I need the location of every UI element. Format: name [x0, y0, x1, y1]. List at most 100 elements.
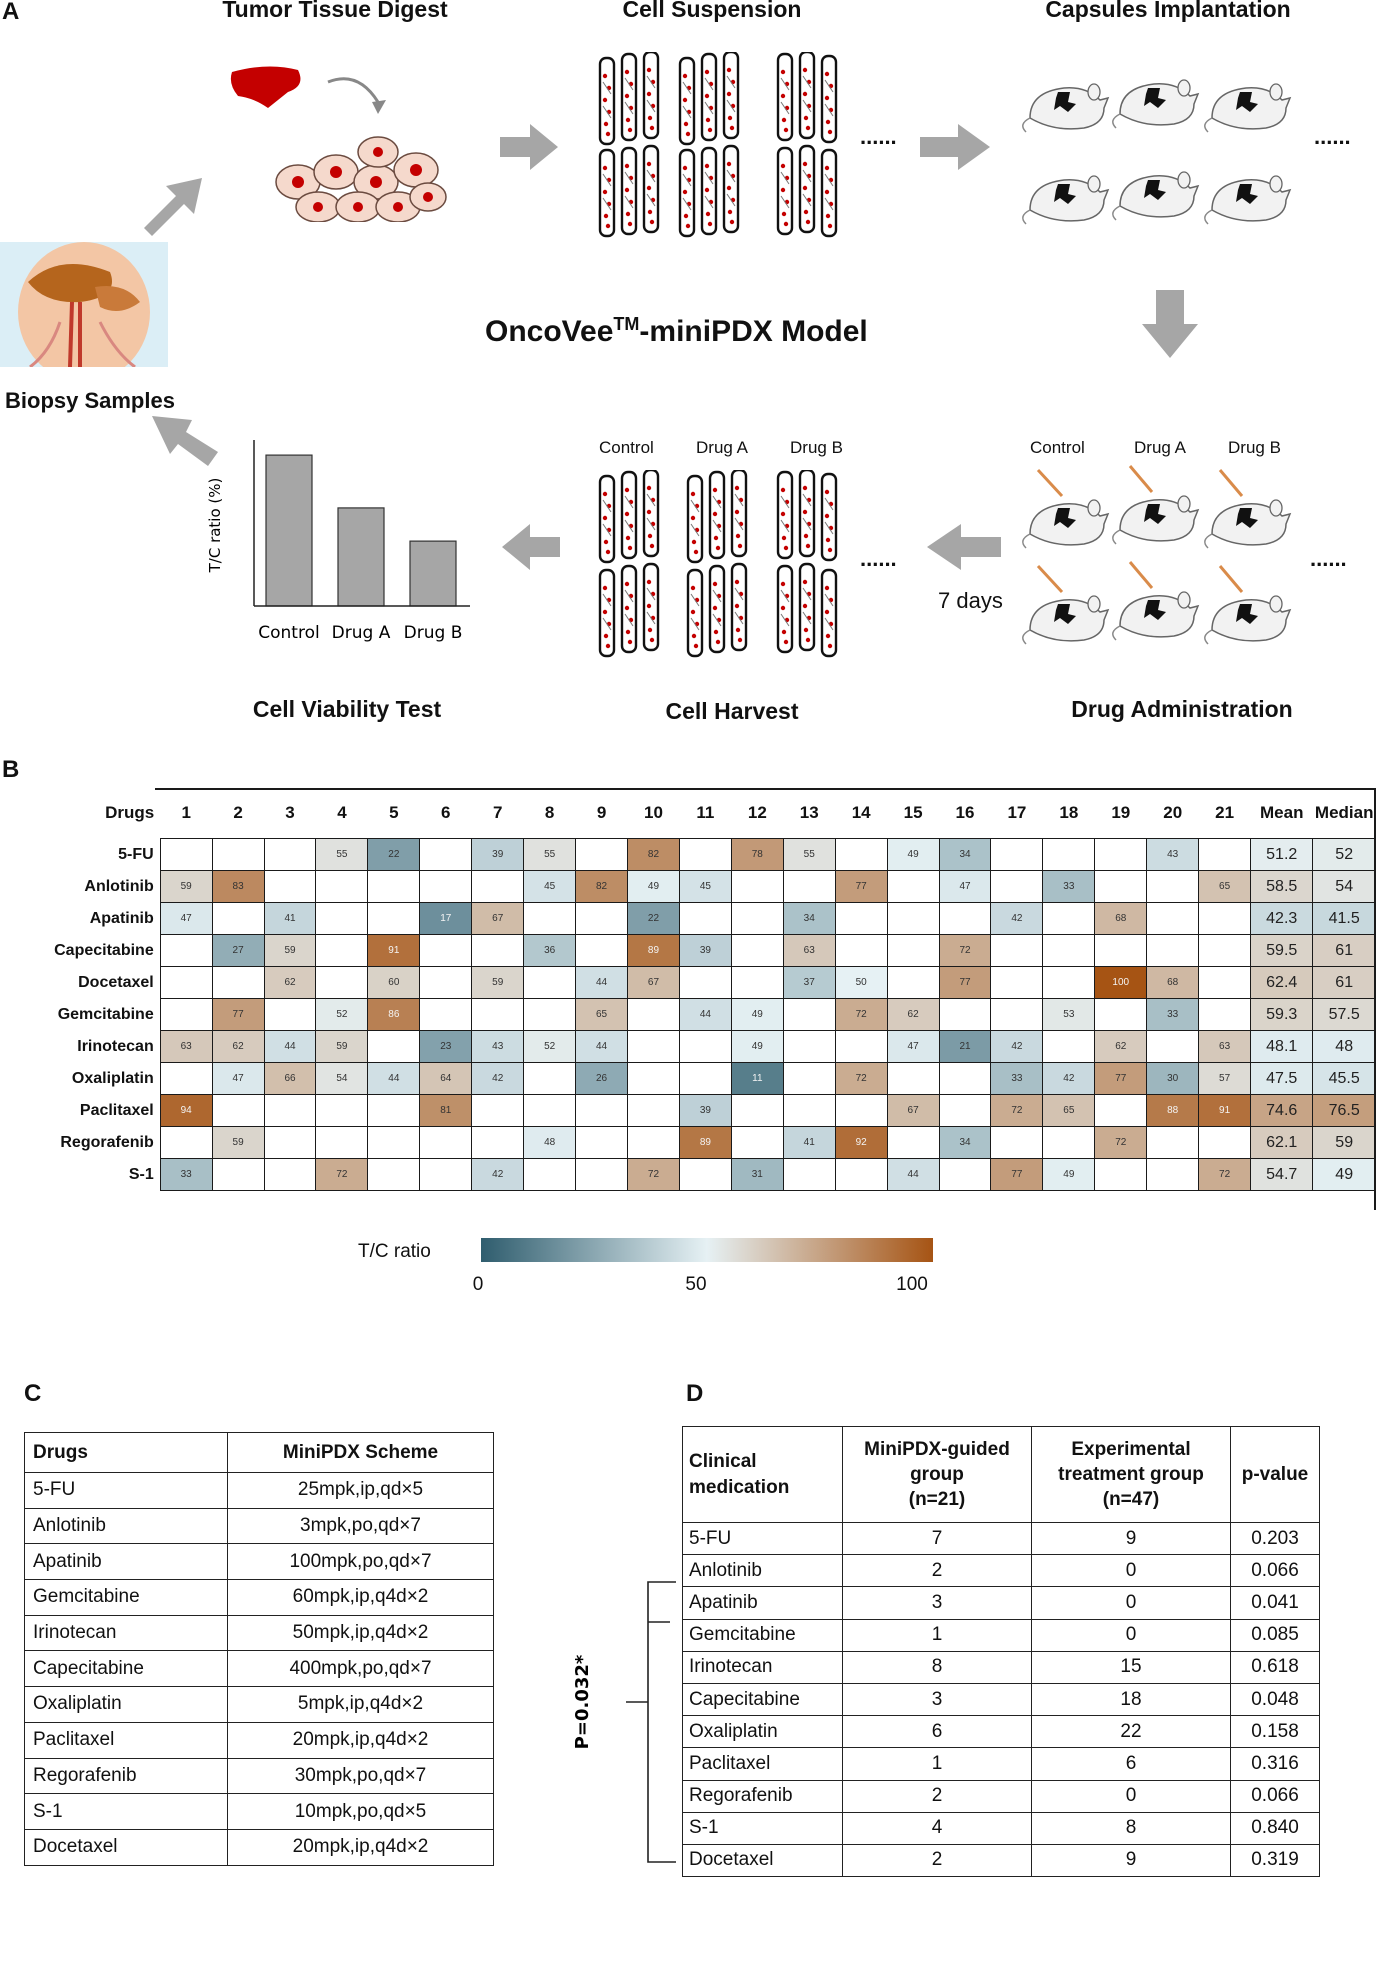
scheme-dose-cell: 60mpk,ip,q4d×2 — [227, 1579, 494, 1616]
heatmap-empty-cell — [211, 1094, 265, 1127]
heatmap-empty-cell — [523, 1094, 577, 1127]
heatmap-row: Irinotecan 63 62 44 59 23 43 52 44 49 47 21 42 62 63 48… — [20, 1030, 1376, 1063]
heatmap-cell: 72 — [938, 934, 992, 967]
scheme-dose-cell: 25mpk,ip,qd×5 — [227, 1472, 494, 1509]
heatmap-empty-cell — [627, 1126, 680, 1159]
step-capsules-implantation: Capsules Implantation — [1045, 0, 1291, 22]
arrow-left-icon — [502, 524, 560, 570]
heatmap-empty-cell — [159, 934, 213, 967]
heatmap-cell: 33 — [990, 1062, 1044, 1095]
heatmap-mean-cell: 59.3 — [1250, 998, 1314, 1031]
heatmap-column-header: 20 — [1163, 803, 1183, 822]
p-value-cell: 0.316 — [1230, 1747, 1320, 1781]
panel-b-letter: B — [2, 756, 20, 783]
heatmap-empty-cell — [782, 998, 836, 1031]
heatmap-empty-cell — [886, 966, 940, 999]
heatmap-row-label: Capecitabine — [54, 941, 154, 959]
heatmap-empty-cell — [1198, 998, 1252, 1031]
anatomy-illustration — [0, 242, 168, 367]
heatmap-cell: 77 — [834, 870, 888, 903]
heatmap-empty-cell — [678, 838, 732, 871]
heatmap-empty-cell — [990, 870, 1044, 903]
heatmap-cell: 42 — [990, 902, 1044, 935]
heatmap-empty-cell — [730, 902, 784, 935]
heatmap-empty-cell — [367, 1030, 421, 1063]
heatmap-column-header: 5 — [389, 803, 399, 822]
heatmap-empty-cell — [1094, 998, 1148, 1031]
heatmap-cell: 72 — [834, 1062, 888, 1095]
heatmap-cell: 59 — [211, 1126, 265, 1159]
minipdx-count-cell: 2 — [842, 1779, 1032, 1813]
admin-group-drug-b: Drug B — [1228, 438, 1281, 457]
heatmap-stat-header: Mean — [1260, 803, 1304, 822]
heatmap-cell: 72 — [1094, 1126, 1148, 1159]
heatmap-empty-cell — [834, 902, 888, 935]
heatmap-cell: 49 — [1042, 1158, 1096, 1191]
heatmap-row: Gemcitabine 77 52 86 65 44 49 72 62 53 33 59.3 57.5 — [20, 998, 1376, 1031]
heatmap-column-header: 21 — [1215, 803, 1235, 822]
medication-cell: S-1 — [682, 1811, 843, 1845]
heatmap-row: Apatinib 47 41 17 67 22 34 42 68 42.3 41.5 — [20, 902, 1376, 935]
heatmap-cell: 43 — [471, 1030, 525, 1063]
heatmap-empty-cell — [990, 934, 1044, 967]
heatmap-cell: 77 — [990, 1158, 1044, 1191]
heatmap-cell: 47 — [938, 870, 992, 903]
viability-bar-chart: T/C ratio (%) Control Drug A Drug B — [206, 440, 470, 643]
heatmap-cell: 42 — [471, 1158, 525, 1191]
heatmap-cell: 63 — [1198, 1030, 1252, 1063]
arrow-up-left-icon — [152, 416, 218, 466]
scheme-drug-cell: Apatinib — [24, 1543, 228, 1581]
heatmap-empty-cell — [575, 1094, 629, 1127]
minipdx-count-cell: 8 — [842, 1650, 1032, 1684]
x-tick-label: Control — [258, 623, 319, 643]
heatmap-empty-cell — [1198, 902, 1252, 935]
heatmap-cell: 41 — [782, 1126, 836, 1159]
heatmap-empty-cell — [938, 902, 992, 935]
experimental-count-cell: 6 — [1031, 1747, 1231, 1781]
heatmap-empty-cell — [627, 1094, 680, 1127]
heatmap-empty-cell — [938, 1094, 992, 1127]
heatmap-empty-cell — [367, 1158, 421, 1191]
heatmap-cell: 72 — [834, 998, 888, 1031]
medication-cell: Irinotecan — [682, 1650, 843, 1684]
bar-drug-b — [409, 540, 457, 607]
heatmap-cell: 41 — [263, 902, 317, 935]
heatmap-empty-cell — [315, 966, 369, 999]
heatmap-empty-cell — [886, 1126, 940, 1159]
heatmap-cell: 49 — [886, 838, 940, 871]
heatmap-row-label: Paclitaxel — [79, 1101, 154, 1119]
medication-cell: Capecitabine — [682, 1682, 843, 1717]
heatmap-cell: 44 — [678, 998, 732, 1031]
heatmap-mean-cell: 62.4 — [1250, 966, 1314, 999]
heatmap-empty-cell — [678, 1030, 732, 1063]
heatmap-empty-cell — [782, 1094, 836, 1127]
heatmap-column-header: 12 — [747, 803, 767, 822]
heatmap-row: Oxaliplatin 47 66 54 44 64 42 26 11 72 33 42 77 30 57 4… — [20, 1062, 1376, 1095]
heatmap-cell: 72 — [990, 1094, 1044, 1127]
heatmap-column-header: 16 — [955, 803, 975, 822]
heatmap-empty-cell — [211, 838, 265, 871]
minipdx-count-cell: 3 — [842, 1682, 1032, 1717]
scheme-row: Anlotinib 3mpk,po,qd×7 — [24, 1507, 494, 1545]
heatmap-empty-cell — [1042, 934, 1096, 967]
clinical-row: Docetaxel 2 9 0.319 — [682, 1843, 1320, 1878]
heatmap-empty-cell — [471, 998, 525, 1031]
heatmap-empty-cell — [263, 998, 317, 1031]
heatmap-empty-cell — [678, 966, 732, 999]
experimental-count-cell: 0 — [1031, 1554, 1231, 1588]
heatmap-empty-cell — [1094, 838, 1148, 871]
heatmap-empty-cell — [1146, 870, 1200, 903]
heatmap-cell: 33 — [1042, 870, 1096, 903]
heatmap-cell: 22 — [627, 902, 680, 935]
scheme-row: Docetaxel 20mpk,ip,q4d×2 — [24, 1828, 494, 1866]
heatmap-empty-cell — [315, 1126, 369, 1159]
heatmap-column-header: 8 — [544, 803, 555, 822]
experimental-count-cell: 0 — [1031, 1586, 1231, 1620]
arrow-right-icon — [920, 124, 990, 170]
heatmap-empty-cell — [990, 838, 1044, 871]
heatmap-empty-cell — [1146, 902, 1200, 935]
heatmap-cell: 62 — [263, 966, 317, 999]
p-value-cell: 0.840 — [1230, 1811, 1320, 1845]
continuation-dots: ...... — [1310, 546, 1347, 571]
heatmap-empty-cell — [1094, 934, 1148, 967]
